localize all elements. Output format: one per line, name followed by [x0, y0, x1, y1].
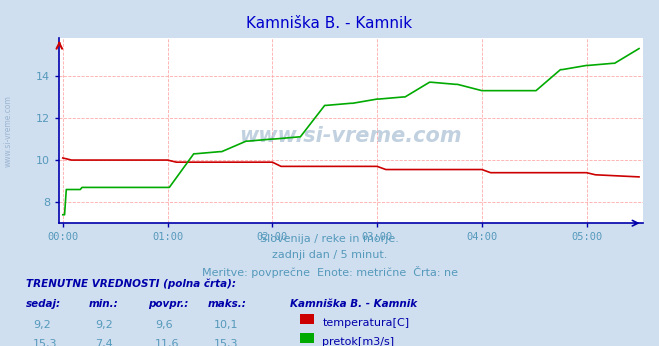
Text: Kamniška B. - Kamnik: Kamniška B. - Kamnik	[290, 299, 417, 309]
Text: 15,3: 15,3	[214, 339, 239, 346]
Text: Kamniška B. - Kamnik: Kamniška B. - Kamnik	[246, 16, 413, 30]
Text: 9,6: 9,6	[155, 320, 173, 330]
Text: 11,6: 11,6	[155, 339, 179, 346]
Text: www.si-vreme.com: www.si-vreme.com	[3, 95, 13, 167]
Text: min.:: min.:	[89, 299, 119, 309]
Text: TRENUTNE VREDNOSTI (polna črta):: TRENUTNE VREDNOSTI (polna črta):	[26, 279, 237, 289]
Text: Slovenija / reke in morje.: Slovenija / reke in morje.	[260, 234, 399, 244]
Text: temperatura[C]: temperatura[C]	[322, 318, 409, 328]
Text: www.si-vreme.com: www.si-vreme.com	[240, 126, 462, 146]
Text: 10,1: 10,1	[214, 320, 239, 330]
Text: maks.:: maks.:	[208, 299, 246, 309]
Text: pretok[m3/s]: pretok[m3/s]	[322, 337, 394, 346]
Text: sedaj:: sedaj:	[26, 299, 61, 309]
Text: 15,3: 15,3	[33, 339, 57, 346]
Text: 7,4: 7,4	[96, 339, 113, 346]
Text: Meritve: povprečne  Enote: metrične  Črta: ne: Meritve: povprečne Enote: metrične Črta:…	[202, 266, 457, 278]
Text: povpr.:: povpr.:	[148, 299, 188, 309]
Text: 9,2: 9,2	[33, 320, 51, 330]
Text: zadnji dan / 5 minut.: zadnji dan / 5 minut.	[272, 250, 387, 260]
Text: 9,2: 9,2	[96, 320, 113, 330]
